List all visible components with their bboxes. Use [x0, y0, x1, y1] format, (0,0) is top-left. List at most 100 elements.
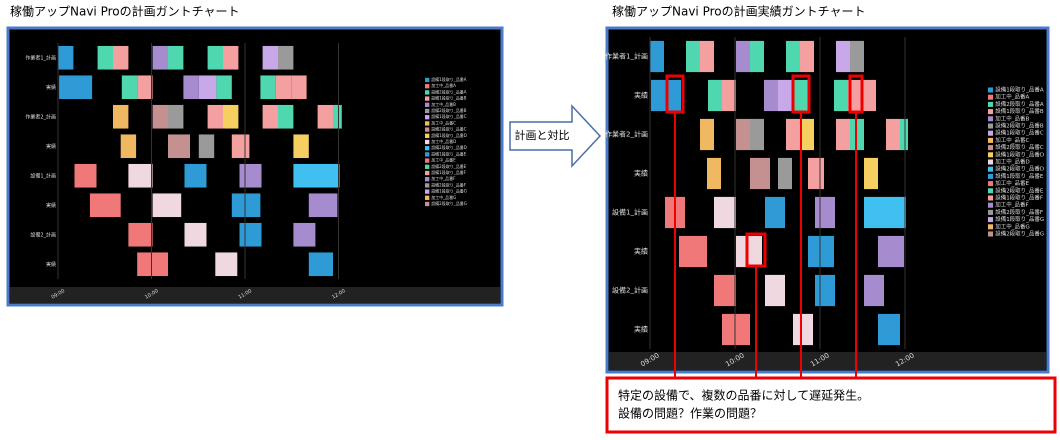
gantt-bar	[278, 45, 294, 70]
row-label: 設備1_計画	[30, 172, 56, 179]
gantt-bar	[293, 222, 316, 247]
legend-label: 設備2段取り_品番B	[995, 122, 1044, 130]
gantt-bar	[794, 79, 808, 112]
legend-swatch	[988, 231, 994, 237]
gantt-bar	[708, 79, 722, 112]
callout-box	[605, 376, 1057, 434]
legend-label: 設備2段取り_品番D	[431, 144, 467, 150]
row-label: 設備1_計画	[612, 208, 648, 217]
legend-swatch	[988, 130, 994, 136]
row-label: 実績	[634, 247, 648, 256]
legend-label: 設備1段取り_品番A	[431, 76, 467, 82]
legend-swatch	[425, 170, 430, 176]
gantt-bar	[308, 252, 333, 277]
legend-label: 加工中_品番E	[995, 179, 1029, 187]
gantt-bar	[152, 45, 168, 70]
legend-label: 設備1段取り_品番E	[431, 150, 467, 156]
legend-swatch	[425, 96, 430, 101]
callout-line: 設備の問題？作業の問題？	[618, 406, 762, 421]
gantt-bar	[97, 45, 113, 70]
legend-swatch	[988, 152, 994, 158]
gantt-bar	[262, 104, 278, 129]
legend-swatch	[988, 173, 994, 179]
left-toolbar	[10, 287, 500, 303]
gantt-bar	[900, 118, 908, 151]
gantt-bar	[750, 40, 764, 73]
legend-label: 設備1段取り_品番D	[431, 132, 467, 138]
gantt-bar	[223, 104, 239, 129]
legend-swatch	[425, 127, 430, 132]
legend-label: 設備2段取り_品番F	[995, 208, 1043, 216]
gantt-bar	[836, 118, 850, 151]
gantt-bar	[260, 75, 276, 100]
legend-label: 加工中_品番C	[995, 136, 1029, 144]
callout-line: 特定の設備で、複数の品番に対して遅延発生。	[618, 388, 869, 403]
gantt-bar	[864, 196, 906, 229]
gantt-bar	[113, 45, 129, 70]
gantt-bar	[291, 75, 307, 100]
gantt-bar	[215, 252, 238, 277]
row-label: 設備2_計画	[30, 231, 56, 238]
gantt-bar	[74, 75, 93, 100]
gantt-bar	[198, 75, 217, 100]
row-label: 実績	[634, 169, 648, 178]
gantt-bar	[308, 193, 338, 218]
row-label: 実績	[46, 143, 56, 150]
gantt-bar	[736, 40, 750, 73]
legend-label: 設備2段取り_品番A	[995, 100, 1044, 108]
gantt-bar	[184, 163, 207, 188]
legend-label: 設備1段取り_品番B	[431, 95, 467, 101]
gantt-bar	[878, 235, 904, 268]
gantt-bar	[815, 274, 835, 307]
legend-label: 加工中_品番F	[995, 201, 1028, 209]
row-label: 作業者1_計画	[605, 52, 648, 61]
gantt-bar	[231, 134, 250, 159]
legend-label: 設備2段取り_品番E	[995, 186, 1044, 194]
legend-swatch	[425, 189, 430, 194]
gantt-bar	[198, 134, 215, 159]
legend-swatch	[988, 137, 994, 143]
legend-label: 加工中_品番G	[431, 194, 456, 200]
gantt-bar	[121, 75, 138, 100]
gantt-bar	[239, 222, 262, 247]
legend-swatch	[988, 181, 994, 187]
gantt-bar	[293, 134, 309, 159]
legend-swatch	[425, 195, 430, 200]
row-label: 設備2_計画	[612, 286, 648, 295]
left-title: 稼働アップNavi Proの計画ガントチャート	[10, 4, 240, 19]
gantt-bar	[113, 104, 129, 129]
gantt-bar	[707, 157, 721, 190]
gantt-bar	[216, 75, 232, 100]
legend-swatch	[988, 123, 994, 129]
legend-swatch	[425, 90, 430, 95]
legend-label: 加工中_品番B	[431, 101, 456, 107]
gantt-bar	[120, 134, 137, 159]
gantt-bar	[878, 313, 900, 346]
legend-label: 加工中_品番A	[431, 82, 456, 88]
legend-label: 設備1段取り_品番E	[995, 172, 1044, 180]
legend-label: 設備1段取り_品番B	[995, 107, 1044, 115]
gantt-bar	[137, 252, 168, 277]
gantt-bar	[183, 75, 199, 100]
gantt-bar	[651, 79, 665, 112]
gantt-bar	[128, 222, 153, 247]
gantt-bar	[128, 163, 153, 188]
legend-swatch	[988, 101, 994, 107]
gantt-bar	[786, 40, 800, 73]
gantt-bar	[278, 104, 294, 129]
right-toolbar	[609, 352, 1046, 370]
legend-swatch	[425, 139, 430, 145]
row-label: 実績	[634, 91, 648, 100]
legend-swatch	[425, 121, 430, 126]
gantt-bar	[686, 40, 700, 73]
legend-swatch	[425, 102, 430, 107]
legend-label: 設備1段取り_品番F	[431, 169, 467, 175]
gantt-bar	[750, 118, 764, 151]
row-label: 作業者1_計画	[25, 54, 56, 61]
gantt-bar	[800, 40, 814, 73]
gantt-bar	[223, 45, 239, 70]
gantt-bar	[808, 157, 824, 190]
gantt-bar	[293, 163, 340, 188]
gantt-bar	[765, 196, 785, 229]
